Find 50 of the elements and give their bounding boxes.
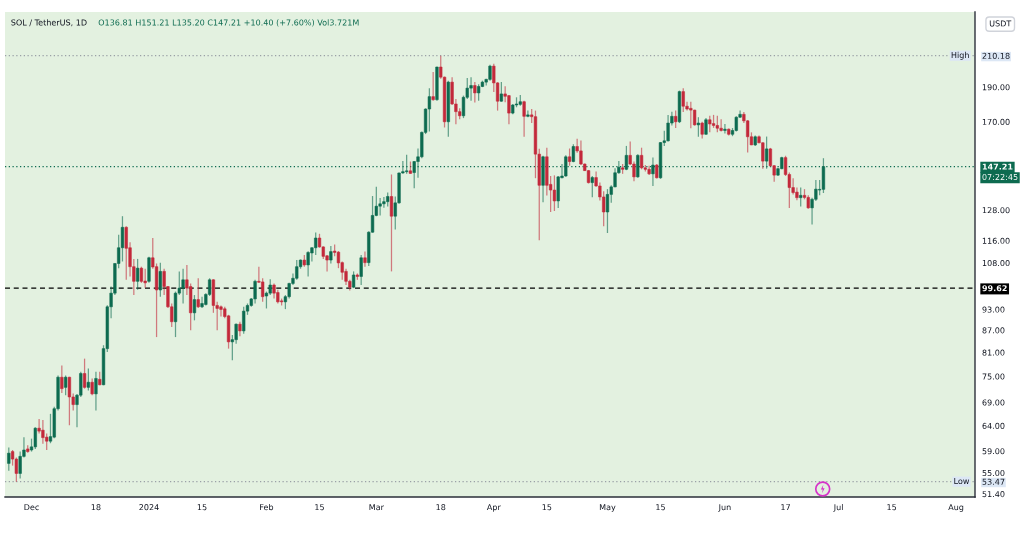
y-tick-label: 59.00 bbox=[982, 448, 1005, 455]
y-tick-label: 93.00 bbox=[982, 306, 1005, 313]
x-tick-label: Dec bbox=[24, 504, 39, 511]
candlestick bbox=[723, 123, 727, 135]
y-tick-label: 51.40 bbox=[982, 491, 1005, 498]
y-tick-label: 147.21 bbox=[982, 163, 1013, 170]
x-tick-label: Aug bbox=[948, 504, 964, 512]
x-tick-label: 17 bbox=[781, 504, 790, 511]
x-tick-label: Jun bbox=[718, 504, 731, 512]
y-tick-label: 64.00 bbox=[982, 422, 1005, 429]
x-tick-label: 18 bbox=[91, 504, 101, 511]
y-tick-label: 99.62 bbox=[982, 285, 1007, 292]
y-tick-label: 210.18 bbox=[982, 52, 1010, 59]
x-tick-label: Mar bbox=[369, 504, 384, 511]
ref-line-label: Low bbox=[954, 478, 970, 485]
candlestick bbox=[719, 118, 723, 133]
candlestick bbox=[200, 296, 204, 309]
y-tick-label: 55.00 bbox=[982, 469, 1005, 477]
x-tick-label: Feb bbox=[260, 503, 274, 511]
candlestick bbox=[37, 418, 41, 435]
x-tick-label: 15 bbox=[656, 504, 665, 511]
y-tick-label: 116.00 bbox=[982, 237, 1010, 244]
text: 07:22:45 bbox=[982, 173, 1018, 180]
annotation: O136.81 H151.21 L135.20 C147.21 +10.40 (+7.60%) Vol3.721M bbox=[98, 19, 359, 27]
y-tick-label: 87.00 bbox=[982, 327, 1005, 334]
candlestick bbox=[791, 177, 795, 196]
y-tick-label: 69.00 bbox=[982, 399, 1005, 406]
x-tick-label: 2024 bbox=[139, 504, 159, 511]
y-tick-label: 81.00 bbox=[982, 349, 1005, 356]
y-tick-label: 128.00 bbox=[982, 207, 1010, 214]
candlestick bbox=[378, 197, 382, 217]
x-tick-label: 15 bbox=[887, 504, 897, 511]
ref-line-label: High bbox=[951, 51, 969, 60]
x-tick-label: May bbox=[599, 504, 616, 512]
text: SOL / TetherUS, 1D bbox=[11, 19, 87, 27]
y-tick-label: 75.00 bbox=[982, 373, 1005, 380]
y-tick-label: 190.00 bbox=[982, 84, 1010, 91]
candlestick bbox=[382, 196, 386, 209]
x-tick-label: Apr bbox=[486, 504, 501, 512]
candlestick bbox=[219, 304, 223, 318]
x-tick-label: 15 bbox=[197, 504, 207, 511]
x-tick-label: Jul bbox=[833, 503, 843, 512]
y-tick-label: 108.00 bbox=[982, 260, 1010, 267]
candlestick bbox=[363, 250, 367, 268]
y-tick-label: 53.47 bbox=[982, 478, 1005, 485]
y-axis-title: USDT bbox=[989, 20, 1012, 27]
x-tick-label: 18 bbox=[436, 504, 446, 511]
x-tick-label: 15 bbox=[542, 504, 552, 511]
x-tick-label: 15 bbox=[315, 504, 324, 511]
y-tick-label: 170.00 bbox=[982, 118, 1010, 125]
